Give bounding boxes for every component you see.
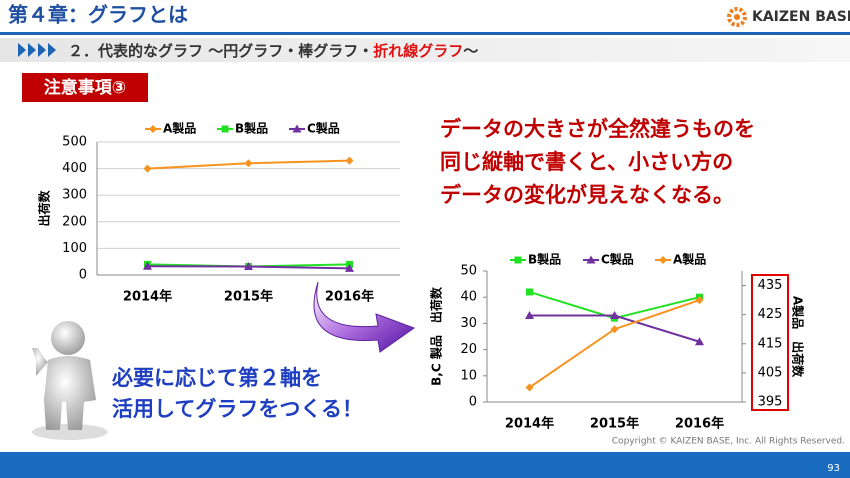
legend-marker: [221, 125, 229, 133]
marker: [525, 383, 534, 392]
y-axis-label: B,C 製品 出荷数: [429, 286, 444, 386]
footer-bar: [0, 452, 850, 478]
page-number: 93: [827, 463, 840, 474]
legend-marker: [514, 256, 522, 264]
subtitle-number: ２．: [68, 42, 98, 60]
legend-marker: [292, 124, 302, 133]
legend-label: B製品: [528, 252, 561, 267]
legend-label: C製品: [307, 121, 340, 136]
y-tick-label: 0: [79, 268, 87, 283]
note-line: データの大きさが全然違うものを: [440, 117, 755, 141]
marker: [345, 156, 354, 165]
y2-tick-label: 395: [758, 395, 783, 410]
axis-highlight: [751, 274, 789, 411]
tip-line: 必要に応じて第２軸を: [112, 366, 322, 390]
y-tick-label: 40: [460, 290, 477, 305]
y2-tick-label: 415: [758, 336, 783, 351]
copyright: Copyright © KAIZEN BASE, Inc. All Rights…: [612, 437, 845, 447]
x-tick-label: 2015年: [590, 416, 639, 432]
x-tick-label: 2014年: [505, 416, 554, 432]
subtitle-text: 代表的なグラフ ～円グラフ・棒グラフ・: [97, 42, 373, 60]
subtitle: ２．代表的なグラフ ～円グラフ・棒グラフ・折れ線グラフ～: [68, 42, 478, 60]
marker: [695, 296, 704, 305]
y2-tick-label: 435: [758, 278, 783, 293]
y-tick-label: 20: [460, 342, 477, 357]
marker: [610, 311, 619, 320]
note-line: 同じ縦軸で書くと、小さい方の: [440, 150, 733, 174]
marker: [143, 261, 152, 270]
y-axis-label: 出荷数: [37, 190, 52, 227]
legend-label: B製品: [235, 121, 268, 136]
slide-title: 第４章：グラフとは: [8, 3, 188, 27]
subtitle-bar: [0, 38, 850, 62]
y-tick-label: 30: [460, 316, 477, 331]
marker: [695, 337, 704, 346]
y-tick-label: 500: [62, 135, 87, 150]
marker: [525, 311, 534, 320]
figure: [32, 321, 108, 440]
x-tick-label: 2014年: [123, 289, 172, 305]
logo-mark-center: [734, 14, 740, 20]
marker: [244, 261, 253, 270]
marker: [345, 263, 354, 272]
badge: 注意事項③: [44, 77, 126, 98]
tip-line: 活用してグラフをつくる！: [112, 397, 363, 421]
marker: [610, 325, 619, 334]
legend-marker: [586, 255, 596, 264]
y-tick-label: 50: [460, 264, 477, 279]
x-tick-label: 2015年: [224, 289, 273, 305]
legend-label: A製品: [163, 121, 196, 136]
header-rule: [0, 32, 850, 35]
marker: [244, 159, 253, 168]
legend-label: A製品: [673, 252, 706, 267]
y-tick-label: 10: [460, 368, 477, 383]
marker: [143, 164, 152, 173]
legend-label: C製品: [601, 252, 634, 267]
y2-tick-label: 405: [758, 365, 783, 380]
subtitle-end: ～: [463, 42, 478, 60]
x-tick-label: 2016年: [675, 416, 724, 432]
logo-text: KAIZEN BASE: [752, 9, 850, 25]
legend-marker: [659, 256, 667, 264]
badge-box: [22, 73, 148, 102]
marker: [526, 288, 533, 296]
y-tick-label: 0: [469, 395, 477, 410]
y-tick-label: 100: [62, 241, 87, 256]
arrow: [313, 281, 416, 353]
y-tick-label: 200: [62, 214, 87, 229]
chevrons: [18, 43, 56, 57]
y2-axis-label: A製品 出荷数: [791, 296, 806, 378]
y-tick-label: 400: [62, 161, 87, 176]
y-tick-label: 300: [62, 188, 87, 203]
y2-tick-label: 425: [758, 307, 783, 322]
legend-marker: [149, 125, 157, 133]
logo-mark: [727, 7, 747, 27]
x-tick-label: 2016年: [325, 289, 374, 305]
note-line: データの変化が見えなくなる。: [440, 183, 734, 207]
subtitle-highlight: 折れ線グラフ: [373, 42, 463, 60]
